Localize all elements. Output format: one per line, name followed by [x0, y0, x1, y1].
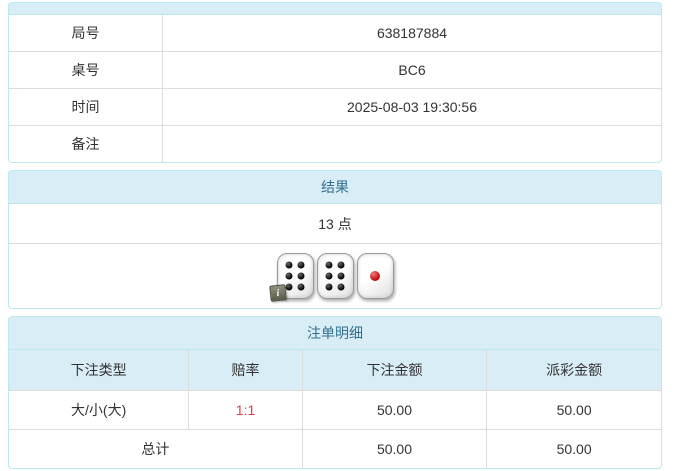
info-row-round: 局号 638187884 [9, 15, 661, 51]
col-header-bet-type: 下注类型 [9, 350, 189, 390]
time-value: 2025-08-03 19:30:56 [347, 99, 477, 115]
bet-amount-value: 50.00 [301, 391, 487, 429]
bet-type-value: 大/小(大) [71, 402, 127, 418]
bets-section-title: 注单明细 [9, 317, 661, 350]
game-info-panel: 局号 638187884 桌号 BC6 时间 2025-08-03 19:30:… [8, 2, 662, 163]
total-row: 总计 50.00 50.00 [9, 429, 661, 468]
bet-payout-value: 50.00 [486, 391, 661, 429]
col-header-odds: 赔率 [188, 350, 302, 390]
info-badge-icon: i [268, 284, 287, 302]
die-1-icon [356, 253, 394, 299]
remark-value [163, 126, 661, 162]
bets-panel: 注单明细 下注类型 赔率 下注金额 派彩金额 大/小(大) 1:1 50.00 … [8, 316, 662, 469]
round-number-value: 638187884 [376, 25, 448, 41]
bet-row: 大/小(大) 1:1 50.00 50.00 [9, 390, 661, 429]
total-payout-amount: 50.00 [486, 430, 661, 468]
info-row-remark: 备注 [9, 125, 661, 162]
col-header-bet-amount: 下注金额 [301, 350, 487, 390]
result-points: 13 点 [9, 204, 661, 244]
result-section-title: 结果 [9, 171, 661, 204]
time-label: 时间 [9, 89, 163, 125]
dice-row: i [9, 244, 661, 308]
col-header-payout-amount: 派彩金额 [486, 350, 661, 390]
bets-header-row: 下注类型 赔率 下注金额 派彩金额 [9, 350, 661, 390]
info-row-table: 桌号 BC6 [9, 51, 661, 88]
total-bet-amount: 50.00 [301, 430, 487, 468]
table-number-value: BC6 [398, 62, 426, 78]
info-row-time: 时间 2025-08-03 19:30:56 [9, 88, 661, 125]
table-number-label: 桌号 [9, 52, 163, 88]
die-6-icon: i [268, 253, 314, 302]
result-panel: 结果 13 点 i [8, 170, 662, 309]
bet-odds-value: 1:1 [188, 391, 301, 429]
die-6-icon [316, 253, 354, 299]
remark-label: 备注 [9, 126, 163, 162]
game-info-heading-strip [9, 3, 661, 15]
round-number-label: 局号 [9, 15, 163, 51]
total-label: 总计 [141, 441, 170, 457]
